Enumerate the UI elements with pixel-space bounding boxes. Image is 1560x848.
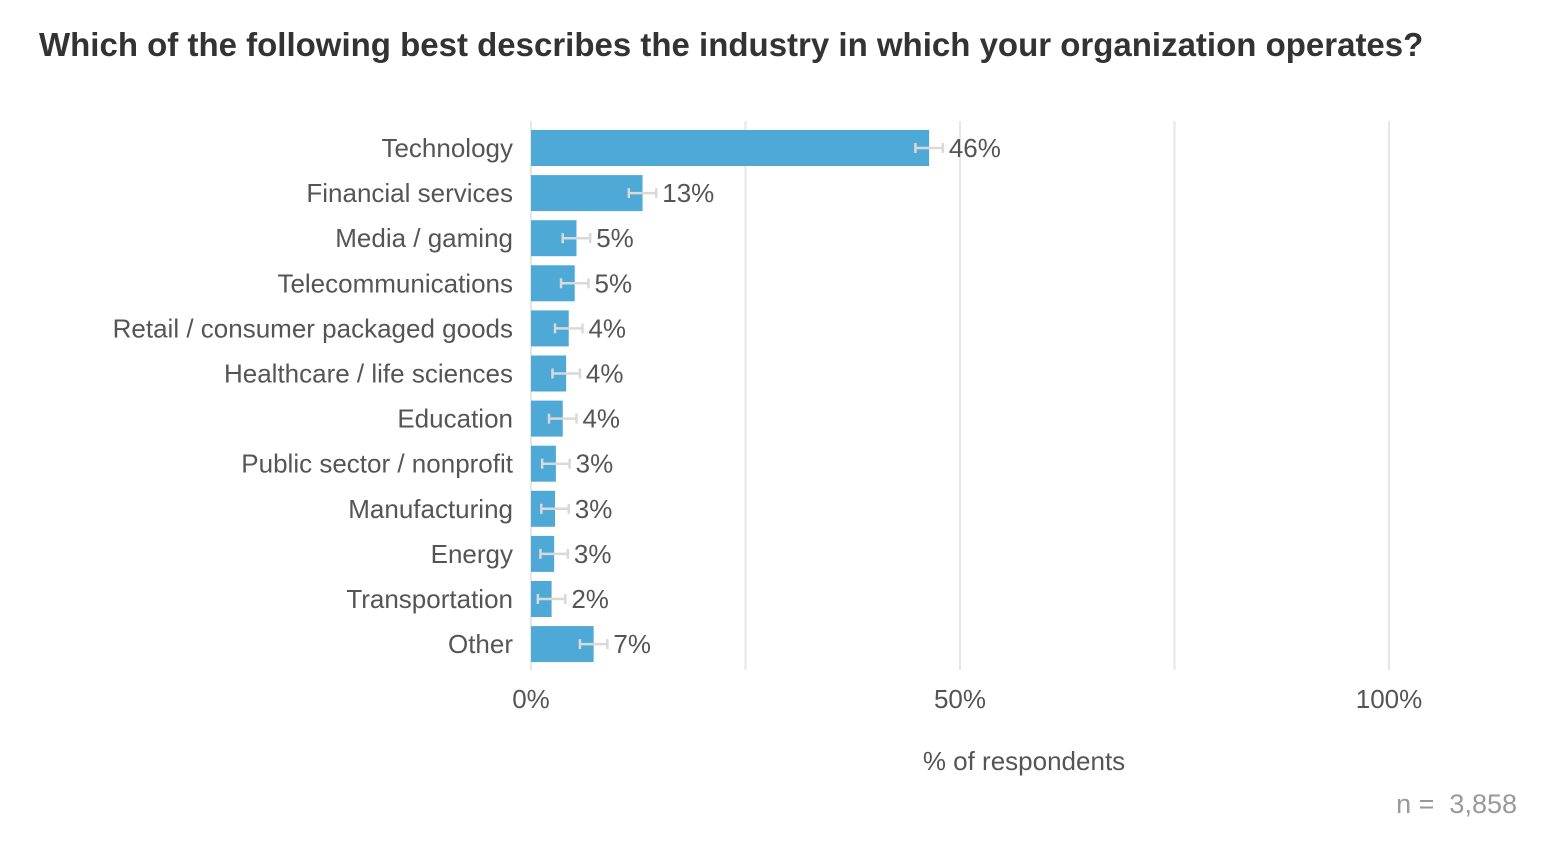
category-label: Technology	[381, 133, 513, 163]
x-tick-label: 0%	[512, 684, 550, 714]
sample-size-prefix: n =	[1396, 789, 1442, 819]
data-label: 4%	[586, 359, 624, 389]
category-label: Transportation	[346, 584, 513, 614]
data-label: 13%	[662, 178, 714, 208]
data-label: 3%	[576, 449, 614, 479]
data-label: 2%	[571, 584, 609, 614]
category-label: Energy	[431, 539, 513, 569]
category-label: Telecommunications	[277, 268, 513, 298]
category-label: Other	[448, 629, 513, 659]
category-label: Manufacturing	[348, 494, 513, 524]
data-label: 3%	[574, 539, 612, 569]
bar	[531, 130, 930, 166]
category-label: Media / gaming	[335, 223, 513, 253]
bar	[531, 175, 643, 212]
data-label: 46%	[949, 133, 1001, 163]
category-label: Education	[397, 404, 513, 434]
category-label: Healthcare / life sciences	[224, 359, 513, 389]
x-tick-label: 50%	[934, 684, 986, 714]
category-label: Retail / consumer packaged goods	[113, 313, 513, 343]
data-label: 4%	[588, 313, 626, 343]
category-label: Public sector / nonprofit	[241, 449, 513, 479]
data-label: 3%	[575, 494, 613, 524]
sample-size-note: n = 3,858	[1396, 789, 1517, 820]
x-tick-label: 100%	[1356, 684, 1423, 714]
data-label: 4%	[582, 404, 620, 434]
category-label: Financial services	[306, 178, 513, 208]
data-label: 5%	[594, 268, 632, 298]
sample-size-value: 3,858	[1449, 789, 1517, 819]
x-axis-title: % of respondents	[923, 746, 1125, 776]
data-label: 7%	[613, 629, 651, 659]
data-label: 5%	[596, 223, 634, 253]
chart-title: Which of the following best describes th…	[39, 26, 1424, 63]
